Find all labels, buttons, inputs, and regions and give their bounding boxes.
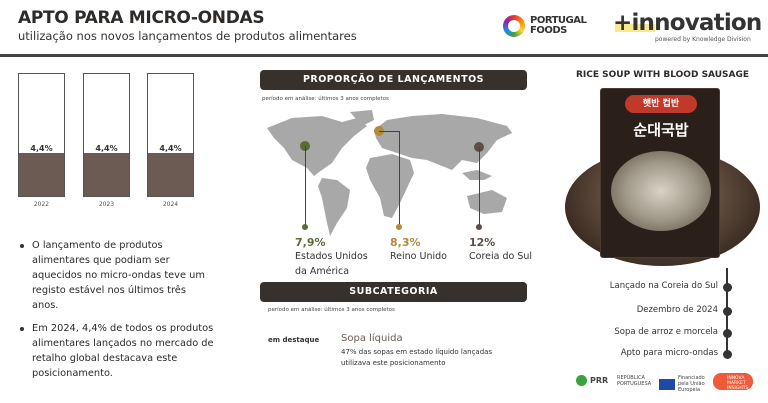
header-divider: [0, 54, 768, 57]
timeline-item: Sopa de arroz e morcela: [614, 327, 718, 337]
ring-icon: [503, 15, 525, 37]
logo-text: FOODS: [530, 25, 567, 36]
timeline-dot: [722, 328, 732, 338]
bar-fill: [148, 153, 193, 196]
bar-fill: [84, 153, 129, 196]
pin-line: [305, 146, 306, 226]
bullet-item: O lançamento de produtos alimentares que…: [20, 238, 215, 313]
timeline-dot: [722, 282, 732, 292]
bar-label: 4,4%: [30, 144, 53, 153]
timeline-item: Dezembro de 2024: [636, 305, 718, 315]
product-title: RICE SOUP WITH BLOOD SAUSAGE: [575, 70, 750, 80]
period-note: período em análise: últimos 3 anos compl…: [262, 96, 389, 102]
country-pct: 7,9%: [295, 236, 326, 249]
pin-line: [399, 131, 400, 226]
highlight-label: em destaque: [268, 336, 320, 344]
republica-logo: REPÚBLICA PORTUGUESA: [617, 375, 652, 387]
year-label: 2022: [33, 201, 50, 208]
pin-end: [476, 224, 482, 230]
page-subtitle: utilização nos novos lançamentos de prod…: [18, 29, 357, 43]
bar-label: 4,4%: [95, 144, 118, 153]
brand-label: 햇반 컵반: [625, 95, 697, 113]
powered-by: powered by Knowledge Division: [655, 36, 751, 43]
bullet-item: Em 2024, 4,4% de todos os produtos alime…: [20, 321, 215, 381]
eu-logo: Financiado pela União Europeia: [659, 375, 706, 393]
pin-end: [396, 224, 402, 230]
subcategory-name: Sopa líquida: [341, 333, 403, 344]
innova-logo: INNOVA MARKET INSIGHTS: [713, 373, 753, 391]
period-note: período em análise: últimos 3 anos compl…: [268, 307, 395, 313]
bar: [83, 73, 130, 197]
innovation-logo: +innovation: [613, 10, 762, 36]
logo-text: PORTUGAL: [530, 15, 587, 26]
pin-end: [302, 224, 308, 230]
product-image: 햇반 컵반 순대국밥: [560, 88, 765, 268]
pin-line: [479, 147, 480, 226]
world-map: [267, 110, 512, 236]
bar-fill: [19, 153, 64, 196]
year-label: 2024: [162, 201, 179, 208]
bar: [18, 73, 65, 197]
bar-label: 4,4%: [159, 144, 182, 153]
timeline-item: Apto para micro-ondas: [620, 348, 718, 358]
bar: [147, 73, 194, 197]
timeline-dot: [722, 306, 732, 316]
timeline-dot: [722, 349, 732, 359]
country-name: Reino Unido: [390, 251, 447, 262]
country-name: Estados Unidos da América: [295, 251, 368, 277]
prr-logo: PRR: [576, 375, 608, 386]
country-pct: 12%: [469, 236, 496, 249]
portugal-foods-logo: PORTUGAL FOODS: [503, 15, 587, 37]
year-label: 2023: [98, 201, 115, 208]
timeline-item: Lançado na Coreia do Sul: [609, 281, 718, 291]
subcategory-desc: 47% das sopas em estado líquido lançadas…: [341, 348, 493, 367]
bullet-list: O lançamento de produtos alimentares que…: [20, 238, 215, 389]
country-pct: 8,3%: [390, 236, 421, 249]
country-name: Coreia do Sul: [469, 251, 533, 262]
section-header-proportion: PROPORÇÃO DE LANÇAMENTOS: [260, 70, 527, 90]
page-title: APTO PARA MICRO-ONDAS: [18, 8, 265, 28]
pack-text: 순대국밥: [633, 121, 689, 139]
section-header-subcategory: SUBCATEGORIA: [260, 282, 527, 302]
